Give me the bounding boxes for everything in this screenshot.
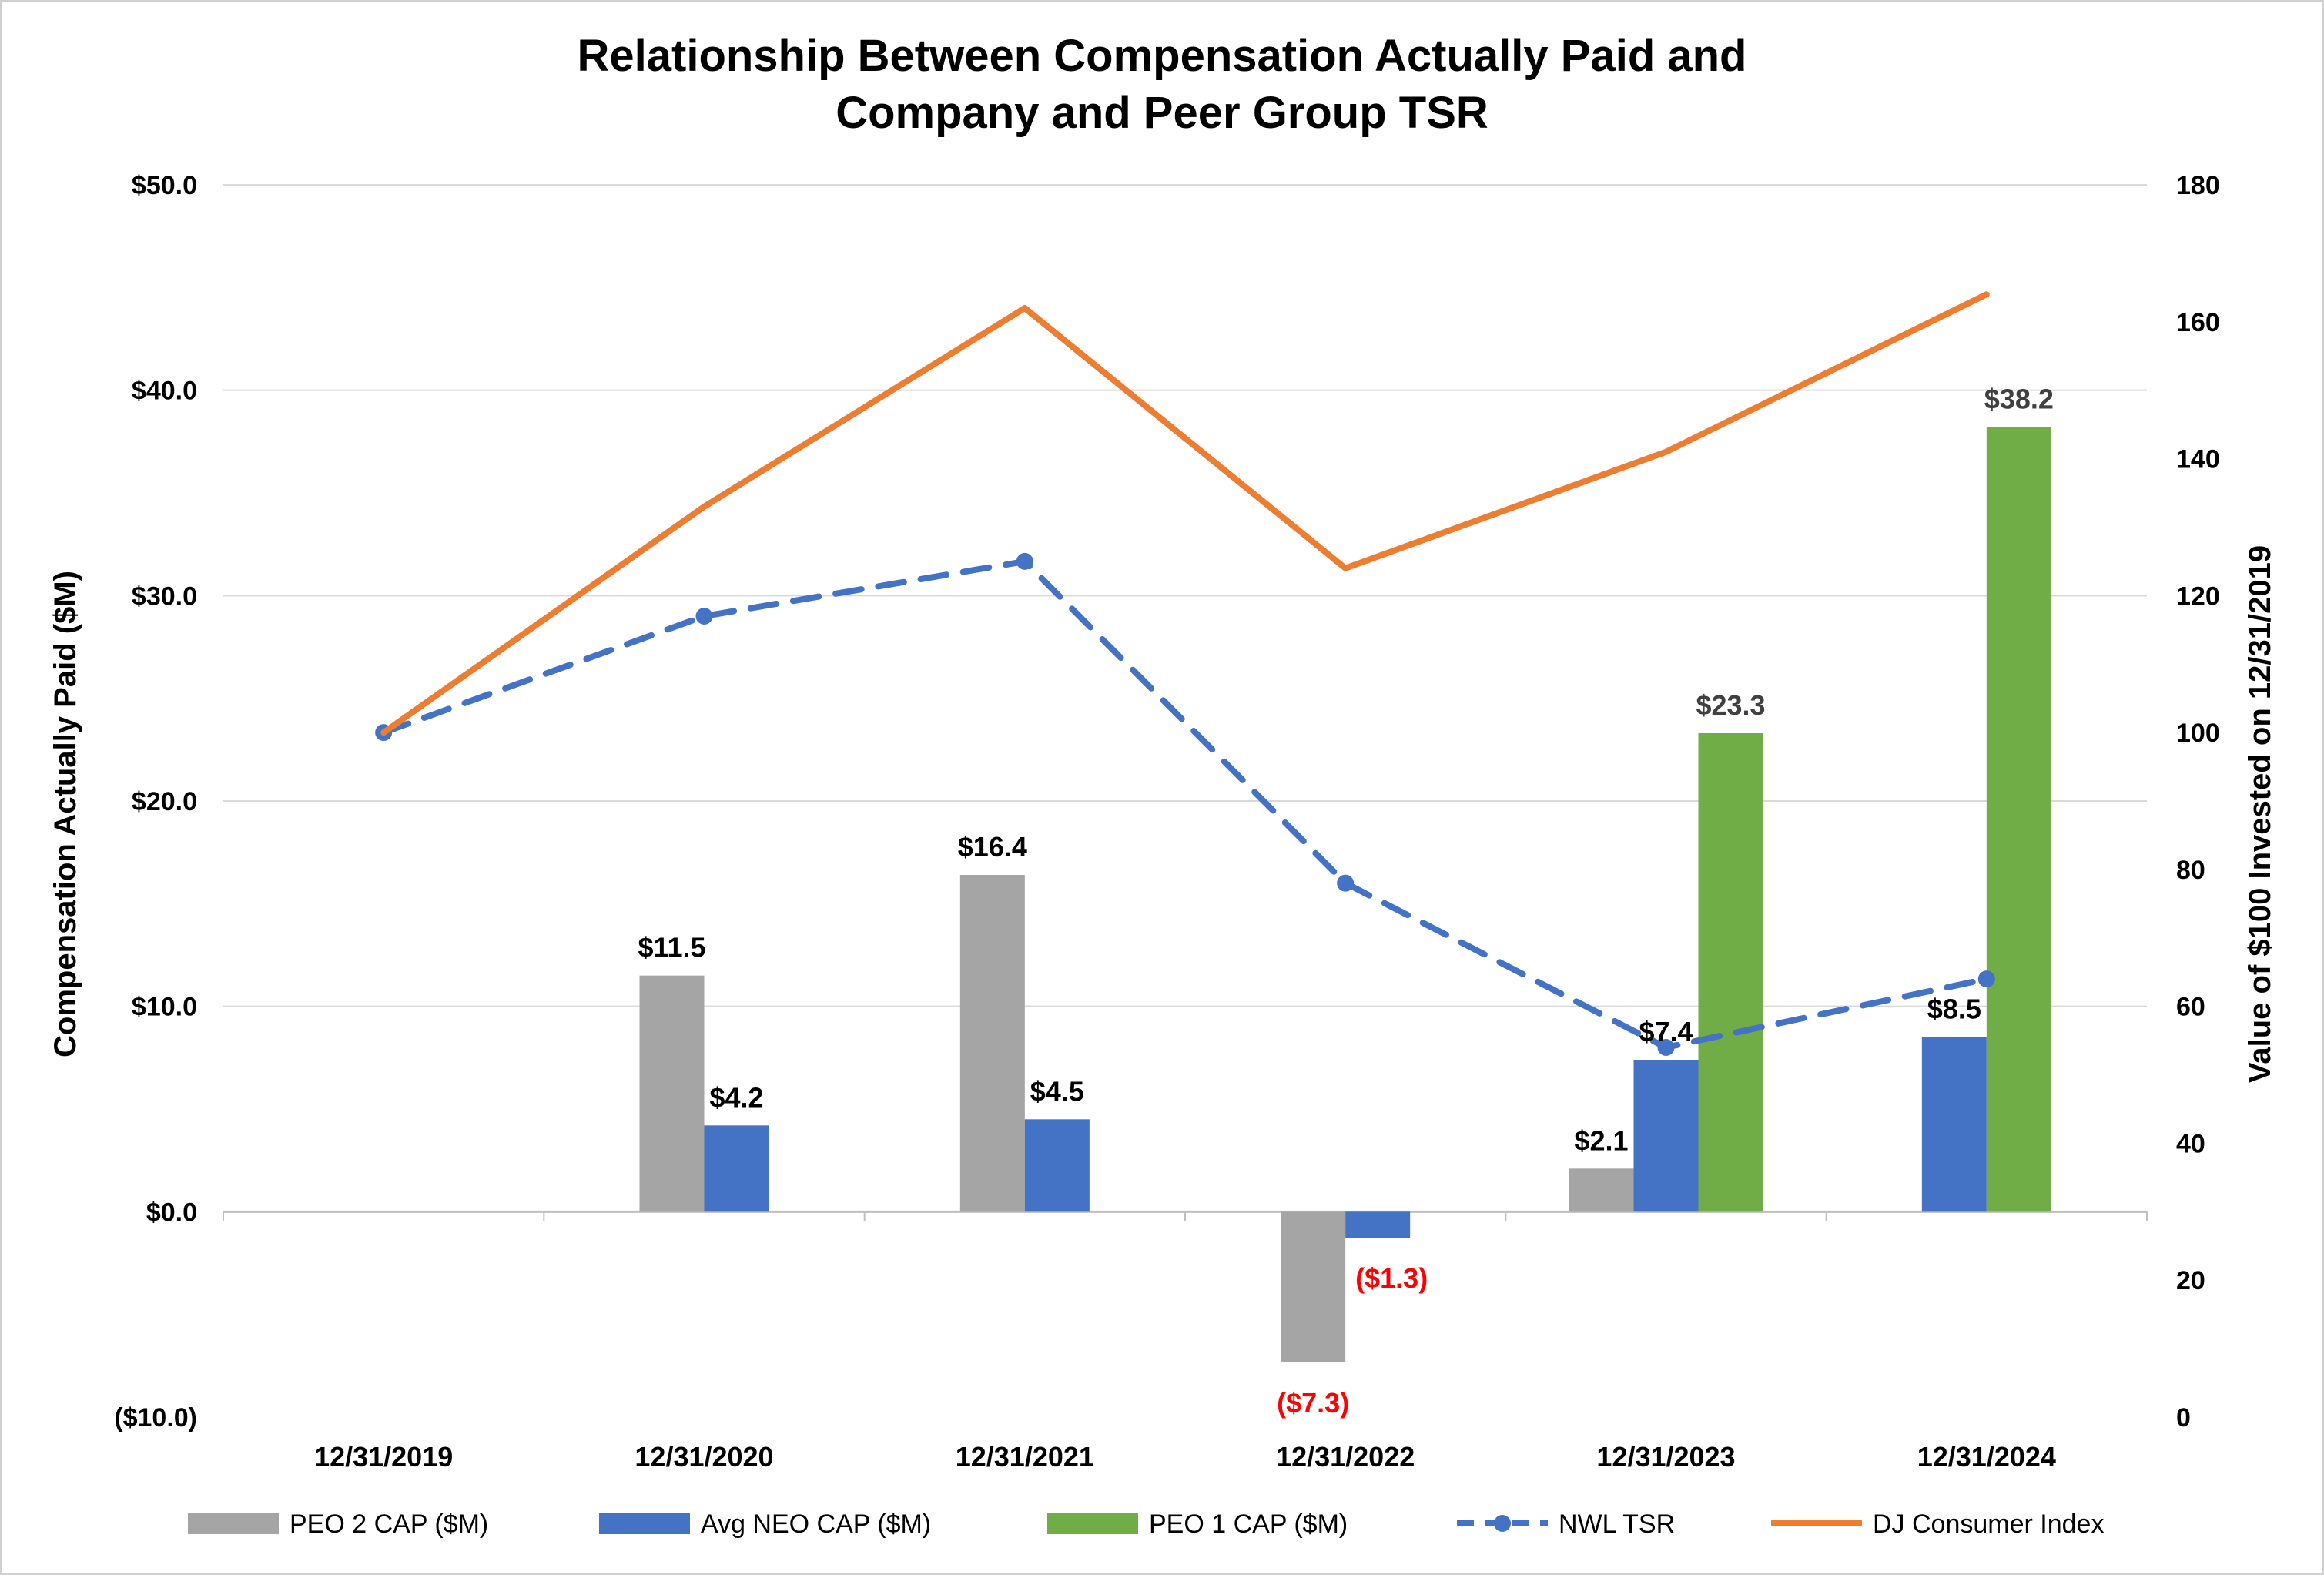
x-tick-label: 12/31/2019 bbox=[314, 1441, 453, 1473]
data-label: $4.2 bbox=[709, 1081, 763, 1113]
data-label: ($1.3) bbox=[1355, 1262, 1428, 1294]
legend-label: Avg NEO CAP ($M) bbox=[701, 1510, 931, 1539]
legend-marker bbox=[1494, 1515, 1511, 1532]
y-tick-label: $50.0 bbox=[132, 171, 197, 200]
y2-tick-label: 20 bbox=[2176, 1266, 2205, 1295]
y-tick-label: $0.0 bbox=[146, 1198, 197, 1227]
bar bbox=[1633, 1060, 1699, 1212]
data-labels: $11.5 $4.2 $16.4 $4.5 ($7.3) ($1.3) $2.1 $7.4 $2… bbox=[638, 384, 2053, 1419]
x-tick-label: 12/31/2024 bbox=[1917, 1441, 2056, 1473]
line-marker bbox=[1016, 552, 1033, 570]
legend: PEO 2 CAP ($M) Avg NEO CAP ($M) PEO 1 CAP … bbox=[188, 1510, 2104, 1539]
y2-tick-label: 60 bbox=[2176, 993, 2205, 1022]
legend-label: DJ Consumer Index bbox=[1873, 1510, 2104, 1539]
legend-label: PEO 2 CAP ($M) bbox=[290, 1510, 488, 1539]
y-axis-left-ticks: $50.0 $40.0 $30.0 $20.0 $10.0 $0.0 ($10.0) bbox=[114, 171, 197, 1433]
gridlines bbox=[223, 184, 2148, 1221]
data-label: ($7.3) bbox=[1277, 1387, 1349, 1419]
legend-swatch bbox=[188, 1513, 279, 1534]
line-nwl-tsr bbox=[380, 558, 1990, 1051]
bar bbox=[1024, 1119, 1090, 1212]
data-label: $7.4 bbox=[1639, 1016, 1693, 1047]
legend-label: NWL TSR bbox=[1559, 1510, 1675, 1539]
bar bbox=[959, 875, 1025, 1212]
line-marker bbox=[1657, 1039, 1675, 1056]
line-series bbox=[375, 291, 1995, 1056]
legend-swatch bbox=[599, 1513, 690, 1534]
y-tick-label: $40.0 bbox=[132, 377, 197, 406]
y2-tick-label: 100 bbox=[2176, 719, 2220, 748]
x-tick-label: 12/31/2020 bbox=[635, 1441, 773, 1473]
legend-swatch bbox=[1047, 1513, 1138, 1534]
line-marker bbox=[1977, 970, 1995, 988]
y-tick-label: $20.0 bbox=[132, 787, 197, 816]
y-tick-label: ($10.0) bbox=[114, 1403, 197, 1433]
data-label: $2.1 bbox=[1574, 1124, 1628, 1156]
y-axis-left-label: Compensation Actually Paid ($M) bbox=[49, 571, 82, 1057]
chart-title-line-1: Relationship Between Compensation Actual… bbox=[578, 31, 1747, 81]
data-label: $4.5 bbox=[1030, 1075, 1084, 1107]
y2-tick-label: 160 bbox=[2176, 308, 2220, 337]
bar bbox=[639, 975, 705, 1212]
data-label: $16.4 bbox=[958, 831, 1027, 863]
data-label: $23.3 bbox=[1696, 689, 1765, 721]
chart-title-line-2: Company and Peer Group TSR bbox=[836, 88, 1488, 138]
bar bbox=[704, 1125, 769, 1212]
bar bbox=[1281, 1211, 1346, 1362]
x-tick-label: 12/31/2023 bbox=[1596, 1441, 1735, 1473]
line-marker bbox=[1337, 874, 1355, 892]
bar bbox=[1569, 1168, 1634, 1212]
y-axis-right-ticks: 180 160 140 120 100 80 60 40 20 0 bbox=[2176, 171, 2220, 1433]
x-tick-label: 12/31/2022 bbox=[1276, 1441, 1415, 1473]
y-tick-label: $30.0 bbox=[132, 581, 197, 611]
y2-tick-label: 80 bbox=[2176, 856, 2205, 885]
line-marker bbox=[695, 608, 713, 625]
data-label: $8.5 bbox=[1927, 994, 1981, 1025]
y2-tick-label: 180 bbox=[2176, 171, 2220, 200]
data-label: $11.5 bbox=[638, 932, 705, 963]
bar bbox=[1986, 427, 2051, 1212]
x-axis-ticks: 12/31/2019 12/31/2020 12/31/2021 12/31/2022… bbox=[314, 1441, 2056, 1473]
y2-tick-label: 0 bbox=[2176, 1403, 2191, 1433]
bar bbox=[1698, 733, 1763, 1212]
bar bbox=[1345, 1211, 1411, 1238]
y2-tick-label: 40 bbox=[2176, 1129, 2205, 1158]
data-label: $38.2 bbox=[1984, 384, 2054, 415]
x-tick-label: 12/31/2021 bbox=[956, 1441, 1094, 1473]
y-axis-right-label: Value of $100 Invested on 12/31/2019 bbox=[2243, 545, 2277, 1083]
bar-series bbox=[639, 427, 2051, 1362]
y2-tick-label: 120 bbox=[2176, 581, 2220, 611]
y-tick-label: $10.0 bbox=[132, 993, 197, 1022]
legend-label: PEO 1 CAP ($M) bbox=[1149, 1510, 1348, 1539]
line-dj-consumer-index bbox=[380, 291, 1990, 736]
y2-tick-label: 140 bbox=[2176, 445, 2220, 474]
bar bbox=[1921, 1037, 1987, 1212]
